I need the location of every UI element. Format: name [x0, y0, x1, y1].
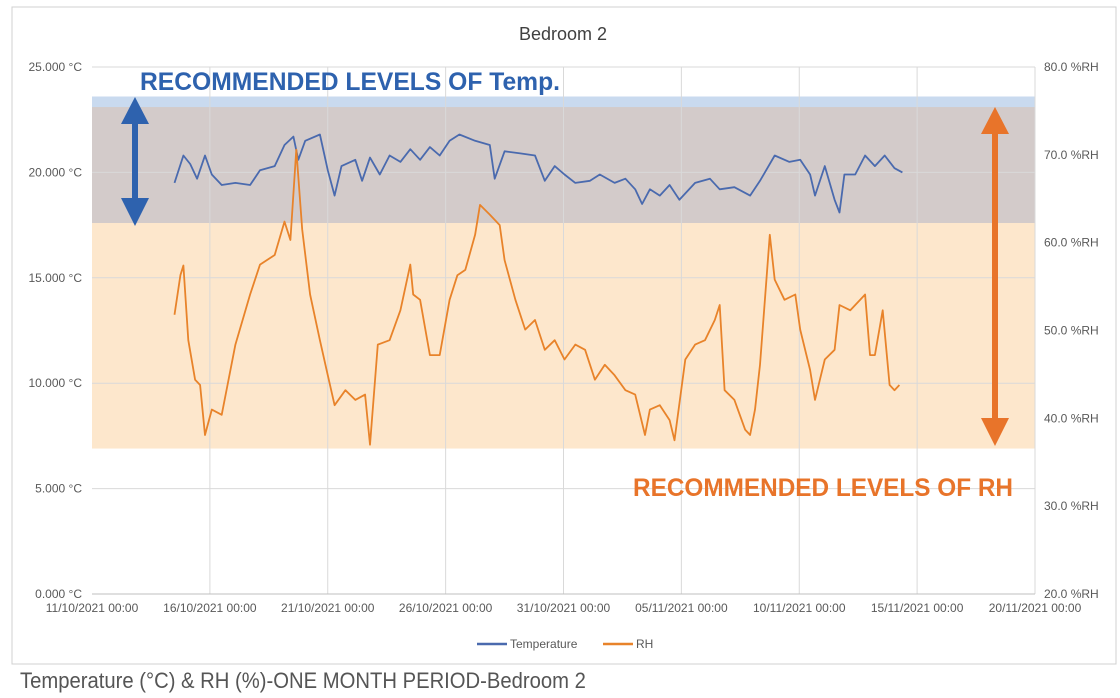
y-left-tick-label: 5.000 °C	[35, 482, 82, 496]
rh-annotation: RECOMMENDED LEVELS OF RH	[633, 474, 1013, 502]
y-left-tick-label: 10.000 °C	[28, 376, 82, 390]
y-left-tick-label: 20.000 °C	[28, 165, 82, 179]
temp-double-arrow-icon	[121, 97, 149, 226]
y-left-tick-label: 15.000 °C	[28, 271, 82, 285]
y-right-tick-label: 60.0 %RH	[1044, 236, 1099, 250]
legend-temperature: Temperature	[510, 637, 578, 651]
y-left-tick-label: 0.000 °C	[35, 587, 82, 601]
series-rh-line	[173, 148, 901, 446]
y-right-tick-label: 30.0 %RH	[1044, 499, 1099, 513]
y-right-tick-label: 50.0 %RH	[1044, 324, 1099, 338]
rh-double-arrow-icon	[981, 107, 1009, 446]
y-right-tick-label: 40.0 %RH	[1044, 411, 1099, 425]
grid	[92, 66, 1036, 595]
y-left-tick-label: 25.000 °C	[28, 60, 82, 74]
chart-title: Bedroom 2	[519, 24, 607, 44]
temp-annotation: RECOMMENDED LEVELS OF Temp.	[140, 68, 560, 96]
series-lines	[173, 133, 903, 446]
x-tick-label: 31/10/2021 00:00	[517, 601, 611, 615]
x-tick-label: 05/11/2021 00:00	[635, 601, 728, 615]
x-tick-label: 11/10/2021 00:00	[46, 601, 139, 615]
x-tick-label: 15/11/2021 00:00	[871, 601, 964, 615]
legend: Temperature RH	[477, 637, 653, 651]
x-tick-label: 21/10/2021 00:00	[281, 601, 375, 615]
y-right-tick-label: 80.0 %RH	[1044, 60, 1099, 74]
y-axis-left: 0.000 °C 5.000 °C 10.000 °C 15.000 °C 20.000…	[28, 60, 82, 601]
x-tick-label: 10/11/2021 00:00	[753, 601, 846, 615]
y-right-tick-label: 20.0 %RH	[1044, 587, 1099, 601]
annotations: RECOMMENDED LEVELS OF Temp. RECOMMENDED …	[121, 68, 1013, 502]
x-tick-label: 26/10/2021 00:00	[399, 601, 493, 615]
series-temperature-line	[173, 133, 903, 214]
figure-caption: Temperature (°C) & RH (%)-ONE MONTH PERI…	[20, 668, 586, 693]
y-right-tick-label: 70.0 %RH	[1044, 148, 1099, 162]
x-axis: 11/10/2021 00:00 16/10/2021 00:00 21/10/20…	[46, 601, 1082, 615]
x-tick-label: 16/10/2021 00:00	[163, 601, 257, 615]
y-axis-right: 20.0 %RH 30.0 %RH 40.0 %RH 50.0 %RH 60.0 %RH…	[1044, 60, 1099, 601]
legend-rh: RH	[636, 637, 653, 651]
x-tick-label: 20/11/2021 00:00	[989, 601, 1082, 615]
